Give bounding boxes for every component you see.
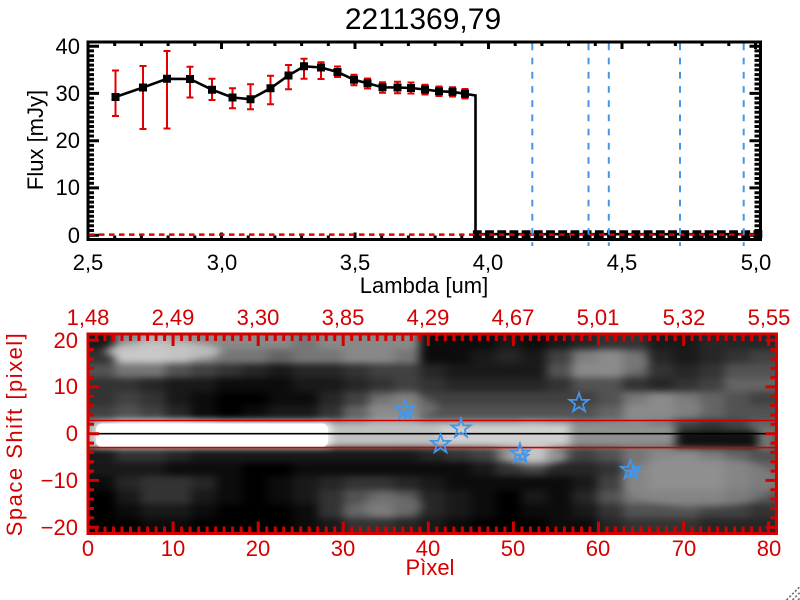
svg-text:70: 70 — [672, 536, 696, 561]
svg-text:30: 30 — [331, 536, 355, 561]
svg-text:2,49: 2,49 — [152, 305, 195, 330]
svg-text:4,67: 4,67 — [492, 305, 535, 330]
svg-text:3,0: 3,0 — [207, 250, 238, 275]
svg-text:20: 20 — [246, 536, 270, 561]
svg-text:20: 20 — [56, 128, 80, 153]
svg-text:10: 10 — [54, 374, 78, 399]
svg-text:Space Shift [pixel]: Space Shift [pixel] — [2, 332, 27, 537]
svg-text:10: 10 — [56, 175, 80, 200]
svg-text:2,5: 2,5 — [73, 250, 104, 275]
svg-text:60: 60 — [586, 536, 610, 561]
svg-text:Flux [mJy]: Flux [mJy] — [23, 90, 48, 190]
svg-text:5,01: 5,01 — [577, 305, 620, 330]
svg-text:10: 10 — [161, 536, 185, 561]
svg-text:Pìxel: Pìxel — [406, 555, 455, 580]
svg-text:3,5: 3,5 — [340, 250, 371, 275]
svg-text:0: 0 — [68, 223, 80, 248]
svg-text:30: 30 — [56, 81, 80, 106]
svg-text:50: 50 — [501, 536, 525, 561]
svg-text:40: 40 — [416, 536, 440, 561]
svg-text:5,32: 5,32 — [663, 305, 706, 330]
svg-text:5,55: 5,55 — [748, 305, 791, 330]
svg-text:4,29: 4,29 — [407, 305, 450, 330]
svg-text:4,0: 4,0 — [473, 250, 504, 275]
svg-text:Lambda [um]: Lambda [um] — [360, 273, 488, 298]
svg-text:0: 0 — [66, 421, 78, 446]
svg-text:3,85: 3,85 — [322, 305, 365, 330]
svg-text:1,48: 1,48 — [67, 305, 110, 330]
svg-text:2211369,79: 2211369,79 — [345, 3, 501, 36]
svg-text:5,0: 5,0 — [741, 250, 772, 275]
svg-text:80: 80 — [757, 536, 781, 561]
svg-text:20: 20 — [54, 328, 78, 353]
svg-text:−20: −20 — [41, 515, 78, 540]
svg-text:4,5: 4,5 — [607, 250, 638, 275]
svg-text:3,30: 3,30 — [237, 305, 280, 330]
svg-text:0: 0 — [82, 536, 94, 561]
svg-text:40: 40 — [56, 34, 80, 59]
svg-text:−10: −10 — [41, 468, 78, 493]
